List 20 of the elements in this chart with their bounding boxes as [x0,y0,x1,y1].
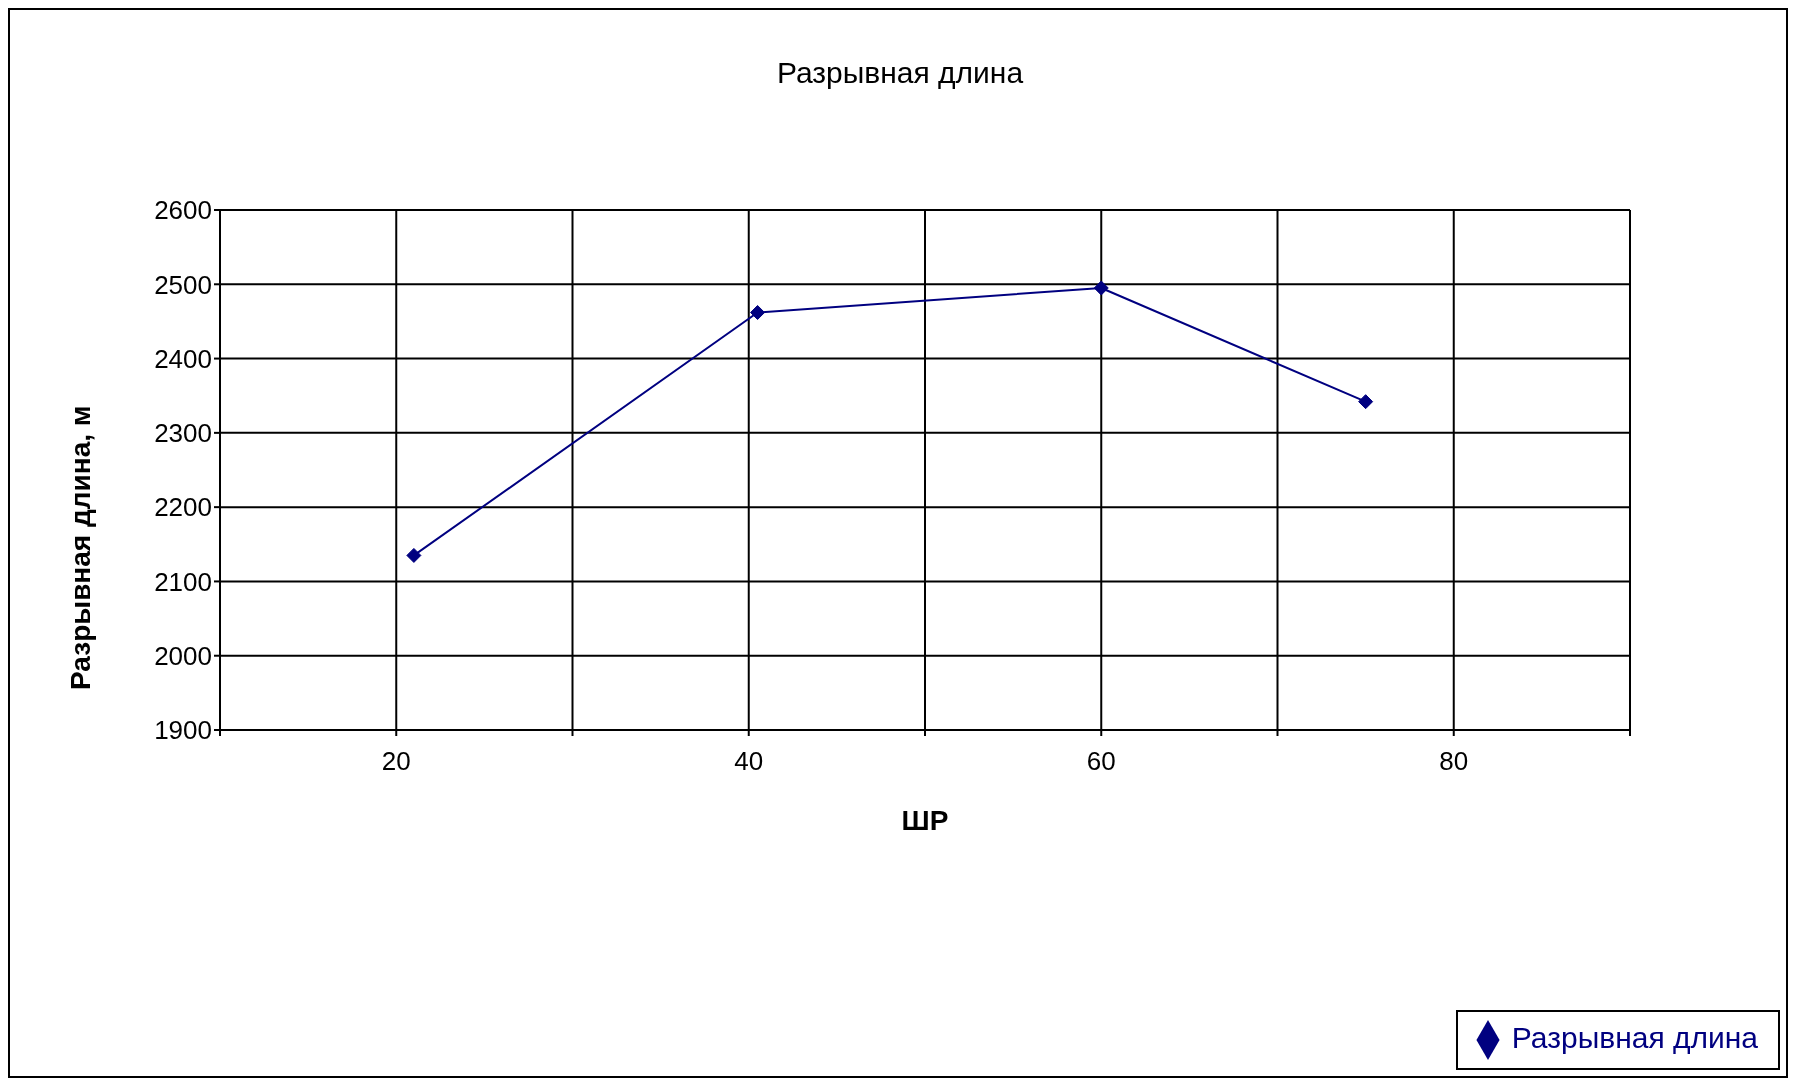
legend-label: Разрывная длина [1511,1020,1758,1054]
y-axis-title: Разрывная длина, м [64,405,96,690]
chart-title: Разрывная длина [775,56,1025,90]
x-tick-label: 60 [1086,746,1116,777]
y-tick-label: 2000 [154,640,212,671]
y-tick-label: 2600 [154,195,212,226]
point [750,305,766,321]
x-tick-label: 20 [381,746,411,777]
point [1358,394,1374,410]
y-tick-label: 2200 [154,492,212,523]
point [1093,280,1109,296]
y-tick-label: 2400 [154,343,212,374]
y-tick-label: 2300 [154,418,212,449]
y-tick-label: 2100 [154,566,212,597]
x-tick-label: 40 [734,746,764,777]
y-tick-label: 1900 [154,715,212,746]
x-axis-title: ШР [901,805,949,836]
y-tick-label: 2500 [154,269,212,300]
x-tick-label: 80 [1439,746,1469,777]
point [406,547,422,563]
